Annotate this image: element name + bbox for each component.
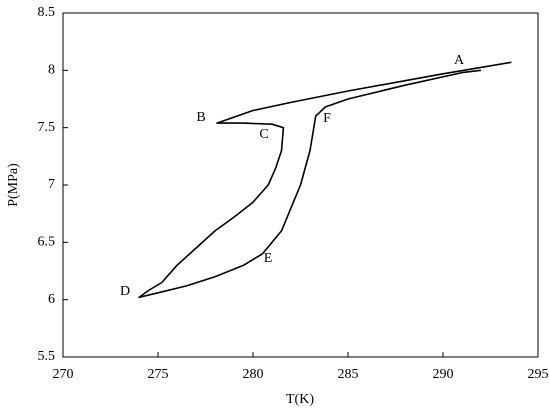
point-label: E — [264, 251, 273, 266]
x-tick-label: 285 — [338, 367, 359, 382]
point-label: B — [196, 110, 205, 125]
y-tick-label: 8 — [48, 63, 55, 78]
y-axis-label: P(MPa) — [6, 163, 21, 207]
point-label: C — [259, 127, 268, 142]
y-tick-label: 8.5 — [38, 5, 56, 20]
point-label: F — [323, 111, 331, 126]
x-tick-label: 280 — [243, 367, 264, 382]
x-tick-label: 295 — [528, 367, 549, 382]
x-tick-label: 270 — [53, 367, 74, 382]
x-tick-label: 275 — [148, 367, 169, 382]
point-label: A — [454, 53, 465, 68]
y-tick-label: 5.5 — [38, 349, 56, 364]
x-tick-label: 290 — [433, 367, 454, 382]
data-line — [138, 61, 512, 299]
y-tick-label: 7 — [48, 177, 55, 192]
x-axis-label: T(K) — [286, 392, 314, 407]
point-label: D — [120, 284, 130, 299]
y-tick-label: 6 — [48, 292, 55, 307]
y-tick-label: 6.5 — [38, 235, 56, 250]
y-tick-label: 7.5 — [38, 120, 56, 135]
